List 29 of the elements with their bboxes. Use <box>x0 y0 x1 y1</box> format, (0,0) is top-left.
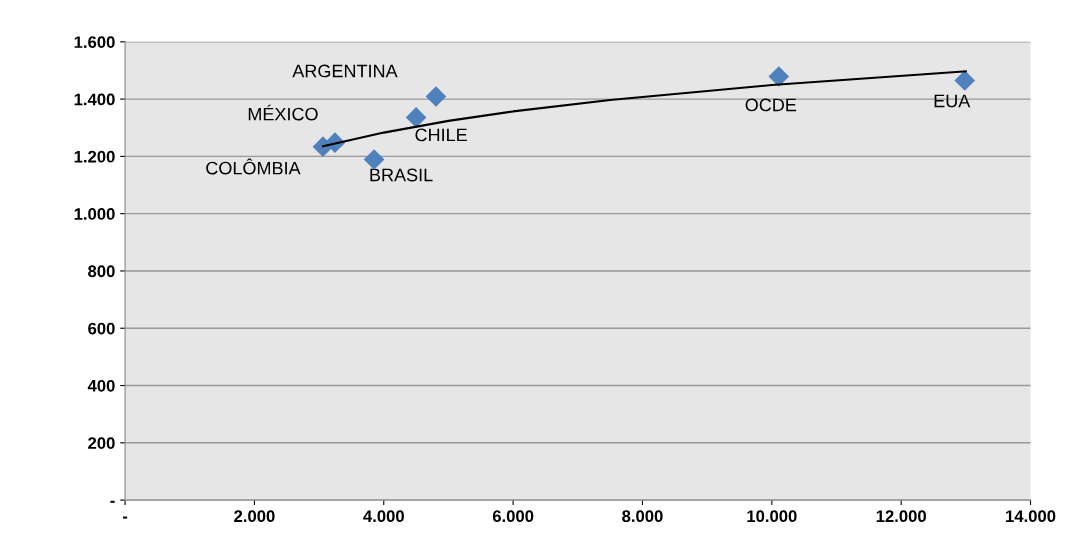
annotation: BRASIL <box>370 168 433 182</box>
annotation: EUA <box>934 94 971 108</box>
annotation: MÉXICO <box>248 104 318 121</box>
y-tick-label: 1.000 <box>74 208 115 220</box>
point <box>954 70 976 91</box>
point <box>425 86 447 107</box>
y-tick-label: 200 <box>88 437 115 450</box>
annotation: OCDE <box>745 98 797 112</box>
x-tick-label: 14.000 <box>1006 510 1056 523</box>
y-tick-label: 600 <box>88 322 115 335</box>
annotation: CHILE <box>415 128 467 142</box>
y-tick-label: 1.200 <box>74 150 115 163</box>
y-tick-label: 1.400 <box>74 93 115 106</box>
y-tick-label: - <box>110 500 115 503</box>
point <box>405 107 427 128</box>
x-tick-label: 8.000 <box>622 510 663 523</box>
annotation: ARGENTINA <box>292 64 398 78</box>
x-tick-label: 12.000 <box>876 510 926 523</box>
y-tick-label: 400 <box>87 379 115 392</box>
y-tick-label: 1.600 <box>74 36 115 49</box>
x-tick-label: 2.000 <box>234 510 275 523</box>
point <box>768 66 790 87</box>
x-tick-label: 10.000 <box>747 510 797 523</box>
x-tick-label: 4.000 <box>363 510 404 523</box>
point <box>363 149 385 170</box>
x-tick-label: - <box>122 516 128 519</box>
annotation: COLÔMBIA <box>206 158 301 175</box>
y-tick-label: 800 <box>88 265 115 278</box>
x-tick-label: 6.000 <box>492 510 534 523</box>
